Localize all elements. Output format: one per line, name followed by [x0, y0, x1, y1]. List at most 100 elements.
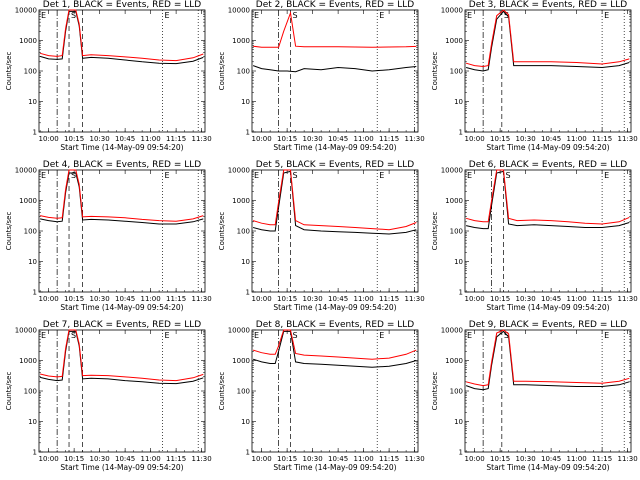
event-marker-label: S	[293, 171, 298, 180]
x-tick-label: 10:00	[39, 135, 59, 143]
y-tick-label: 10	[28, 418, 37, 426]
series-line-lld	[465, 329, 630, 387]
chart-panel-4: Det 4, BLACK = Events, RED = LLD 1 10 100 10…	[5, 160, 212, 312]
y-tick-label: 10	[454, 98, 463, 106]
y-tick-label: 1	[459, 289, 463, 297]
chart-panel-7: Det 7, BLACK = Events, RED = LLD 1 10 100 10…	[5, 320, 212, 472]
y-tick-label: 1000	[445, 197, 463, 205]
chart-panel-5: Det 5, BLACK = Events, RED = LLD 1 10 100 10…	[218, 160, 425, 312]
x-tick-label: 11:15	[166, 455, 186, 463]
x-tick-label: 10:30	[516, 295, 536, 303]
y-tick-label: 10000	[228, 167, 250, 175]
x-tick-label: 11:00	[141, 295, 161, 303]
x-tick-label: 11:30	[192, 295, 212, 303]
y-tick-label: 1	[459, 449, 463, 457]
x-tick-label: 11:00	[354, 455, 374, 463]
y-axis-label: Counts/sec	[5, 52, 13, 91]
y-tick-label: 10000	[15, 327, 37, 335]
x-tick-label: 11:15	[592, 295, 612, 303]
chart-title: Det 6, BLACK = Events, RED = LLD	[469, 160, 628, 170]
x-tick-label: 11:15	[379, 455, 399, 463]
event-marker-label: E	[467, 331, 472, 340]
x-tick-label: 10:45	[328, 295, 348, 303]
x-tick-label: 10:15	[490, 135, 510, 143]
plot-frame	[464, 9, 632, 133]
x-tick-label: 10:00	[252, 295, 272, 303]
y-tick-label: 1	[246, 449, 250, 457]
x-axis-label: Start Time (14-May-09 09:54:20)	[273, 143, 396, 152]
y-tick-label: 10	[28, 258, 37, 266]
series-line-events	[465, 330, 630, 391]
x-tick-label: 11:15	[592, 135, 612, 143]
series-line-lld	[252, 329, 417, 360]
event-marker-label: E	[604, 171, 609, 180]
plot-frame	[38, 169, 206, 293]
y-tick-label: 100	[450, 388, 463, 396]
x-tick-label: 11:30	[192, 135, 212, 143]
chart-title: Det 7, BLACK = Events, RED = LLD	[43, 320, 202, 330]
series-line-events	[39, 330, 204, 385]
y-tick-label: 1000	[232, 37, 250, 45]
event-marker-label: E	[254, 331, 259, 340]
y-axis-label: Counts/sec	[431, 52, 439, 91]
event-marker-label: E	[604, 11, 609, 20]
x-tick-label: 11:15	[379, 295, 399, 303]
y-tick-label: 100	[450, 228, 463, 236]
x-axis-label: Start Time (14-May-09 09:54:20)	[273, 463, 396, 472]
event-marker-label: E	[41, 11, 46, 20]
y-tick-label: 100	[24, 228, 37, 236]
chart-panel-3: Det 3, BLACK = Events, RED = LLD 1 10 100 10…	[431, 0, 638, 152]
event-marker-label: E	[41, 331, 46, 340]
x-tick-label: 11:30	[192, 455, 212, 463]
y-tick-label: 1	[246, 129, 250, 137]
plot-frame	[251, 169, 419, 293]
y-tick-label: 10	[241, 258, 250, 266]
y-tick-label: 10000	[441, 167, 463, 175]
x-tick-label: 10:45	[541, 455, 561, 463]
y-tick-label: 10	[241, 98, 250, 106]
y-tick-label: 1000	[445, 357, 463, 365]
y-axis-label: Counts/sec	[218, 52, 226, 91]
y-tick-label: 10	[28, 98, 37, 106]
x-tick-label: 10:45	[541, 135, 561, 143]
y-tick-label: 1000	[19, 197, 37, 205]
x-tick-label: 10:30	[90, 295, 110, 303]
x-tick-label: 11:15	[166, 135, 186, 143]
x-tick-label: 10:30	[90, 135, 110, 143]
x-tick-label: 10:00	[39, 455, 59, 463]
event-marker-label: S	[71, 171, 76, 180]
plot-frame	[251, 329, 419, 453]
y-tick-label: 1	[459, 129, 463, 137]
y-tick-label: 1000	[232, 197, 250, 205]
x-tick-label: 11:00	[567, 135, 587, 143]
y-axis-label: Counts/sec	[5, 372, 13, 411]
y-tick-label: 1	[33, 129, 37, 137]
y-tick-label: 100	[237, 68, 250, 76]
chart-title: Det 9, BLACK = Events, RED = LLD	[469, 320, 628, 330]
y-tick-label: 10000	[228, 327, 250, 335]
event-marker-label: E	[165, 171, 170, 180]
chart-panel-8: Det 8, BLACK = Events, RED = LLD 1 10 100 10…	[218, 320, 425, 472]
x-tick-label: 10:45	[115, 295, 135, 303]
x-tick-label: 10:45	[115, 135, 135, 143]
x-tick-label: 10:15	[64, 455, 84, 463]
y-tick-label: 100	[24, 68, 37, 76]
x-tick-label: 11:30	[405, 455, 425, 463]
event-marker-label: E	[254, 171, 259, 180]
chart-title: Det 1, BLACK = Events, RED = LLD	[43, 0, 202, 10]
event-marker-label: E	[165, 331, 170, 340]
series-line-events	[252, 65, 417, 73]
x-tick-label: 11:30	[618, 135, 638, 143]
event-marker-label: E	[604, 331, 609, 340]
x-tick-label: 10:30	[90, 455, 110, 463]
x-tick-label: 10:45	[328, 135, 348, 143]
x-tick-label: 10:00	[465, 135, 485, 143]
x-tick-label: 10:15	[490, 455, 510, 463]
y-tick-label: 1	[33, 289, 37, 297]
x-axis-label: Start Time (14-May-09 09:54:20)	[486, 463, 609, 472]
chart-title: Det 2, BLACK = Events, RED = LLD	[256, 0, 415, 10]
x-tick-label: 11:15	[379, 135, 399, 143]
x-axis-label: Start Time (14-May-09 09:54:20)	[486, 143, 609, 152]
y-axis-label: Counts/sec	[218, 212, 226, 251]
series-line-lld	[253, 11, 417, 48]
